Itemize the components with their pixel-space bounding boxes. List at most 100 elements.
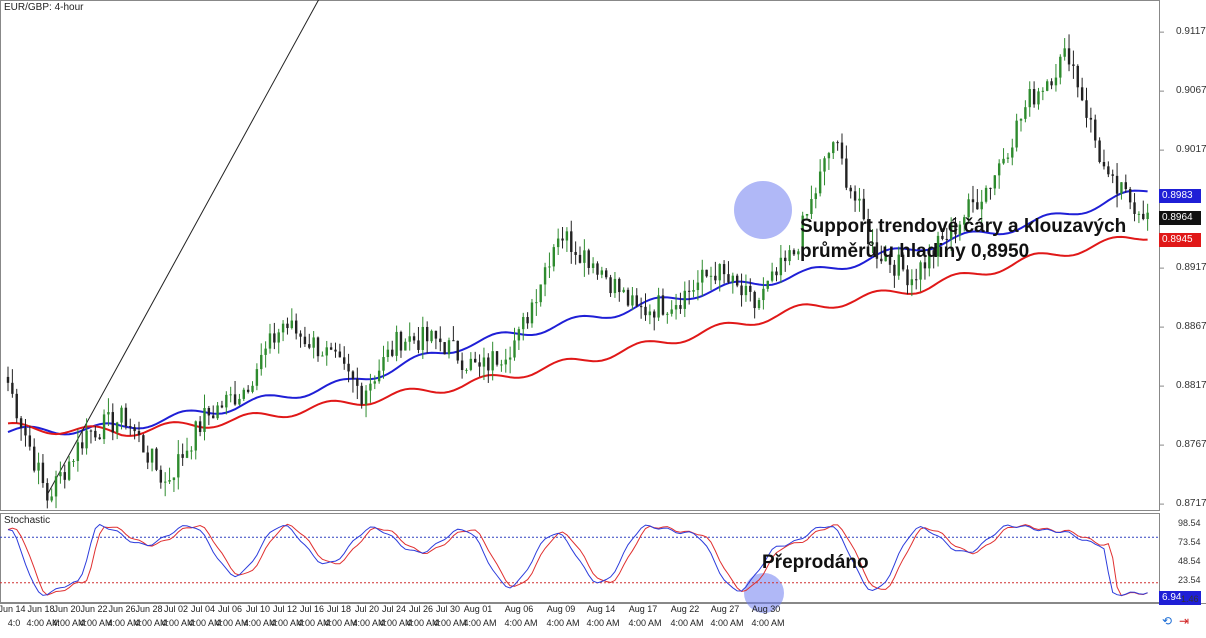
candle-body <box>421 326 425 350</box>
candle-body <box>369 383 372 391</box>
candle-body <box>618 278 621 293</box>
candle-body <box>343 357 346 364</box>
candle-body <box>753 291 756 309</box>
x-time-label: 4:00 AM <box>379 618 413 628</box>
candle-body <box>395 331 398 356</box>
x-time-label: 4:00 AM <box>215 618 249 628</box>
candle-body <box>98 437 101 440</box>
candle-body <box>347 363 350 372</box>
candle-body <box>906 269 909 286</box>
ma-fast-badge: 0.8983 <box>1159 189 1201 203</box>
candle-body <box>574 251 577 255</box>
x-date-label: Jul 12 <box>272 604 298 614</box>
candle-body <box>893 264 896 276</box>
candle-body <box>482 357 486 367</box>
candle-body <box>910 279 914 286</box>
candle-body <box>500 364 503 366</box>
x-time-label: 4:00 AM <box>628 618 662 628</box>
sync-icon[interactable]: ⟲ <box>1162 614 1173 628</box>
candle-body <box>932 250 935 257</box>
candle-body <box>159 469 163 483</box>
candle-body <box>229 394 232 396</box>
candle-body <box>447 340 451 355</box>
x-time-label: 4:00 AM <box>107 618 141 628</box>
candle-body <box>6 376 10 383</box>
candle-body <box>583 250 586 263</box>
candle-body <box>1133 202 1136 214</box>
candle-body <box>1072 64 1075 66</box>
candle-body <box>67 461 71 480</box>
candle-body <box>600 270 604 275</box>
candle-body <box>661 295 665 315</box>
candle-body <box>884 255 887 262</box>
candle-body <box>299 333 302 337</box>
candle-body <box>32 446 36 471</box>
x-date-label: Jul 04 <box>190 604 216 614</box>
x-time-label: 4:00 AM <box>433 618 467 628</box>
candle-body <box>163 481 167 483</box>
candle-body <box>578 254 582 263</box>
candle-body <box>233 394 237 405</box>
candle-body <box>1054 77 1058 86</box>
candle-body <box>644 306 647 316</box>
support-annotation-line2: průměrů u hladiny 0,8950 <box>800 241 1030 262</box>
candle-body <box>351 371 355 379</box>
candle-body <box>526 317 529 324</box>
candle-body <box>958 224 962 235</box>
candle-body <box>657 295 660 318</box>
candle-body <box>465 369 468 371</box>
candle-body <box>408 336 411 342</box>
candle-body <box>1111 174 1114 176</box>
candle-body <box>155 448 158 470</box>
candle-body <box>508 357 512 360</box>
ma-slow-badge: 0.8945 <box>1159 233 1201 247</box>
candle-body <box>997 163 1001 176</box>
candle-body <box>631 295 634 306</box>
candle-body <box>1098 140 1101 162</box>
candle-body <box>46 483 49 501</box>
candle-body <box>1037 91 1040 105</box>
x-time-label: 4:00 AM <box>352 618 386 628</box>
candle-body <box>212 415 215 419</box>
candle-body <box>290 320 294 329</box>
candle-body <box>775 271 778 276</box>
candle-body <box>718 264 721 281</box>
go-to-end-icon[interactable]: ⇥ <box>1179 614 1190 628</box>
candle-body <box>639 306 643 308</box>
candle-body <box>714 275 717 281</box>
candle-body <box>805 213 809 216</box>
candle-body <box>172 477 176 481</box>
candle-body <box>561 238 564 241</box>
candle-body <box>818 171 822 194</box>
candle-body <box>425 326 429 342</box>
candle-body <box>1094 119 1097 141</box>
candle-body <box>94 430 97 438</box>
y-tick-label: 0.9067 <box>1176 85 1206 97</box>
y-tick-label: 0.8767 <box>1176 439 1206 451</box>
candle-body <box>325 347 328 356</box>
candle-body <box>89 430 93 432</box>
candle-body <box>360 385 363 405</box>
y-tick-label: 0.9017 <box>1176 144 1206 156</box>
candle-body <box>888 255 892 265</box>
candle-body <box>945 238 948 240</box>
candle-body <box>216 405 219 419</box>
candle-body <box>901 254 905 270</box>
x-time-label: 4:00 AM <box>161 618 195 628</box>
candle-body <box>963 217 966 225</box>
candle-body <box>194 421 197 451</box>
symbol-label: EUR/GBP: 4-hour <box>2 2 86 14</box>
candle-body <box>862 198 866 220</box>
stoch-k-line <box>7 523 1148 597</box>
candle-body <box>242 389 245 399</box>
candle-body <box>54 476 58 497</box>
candle-body <box>478 362 481 367</box>
candle-body <box>897 254 900 276</box>
candle-body <box>701 269 704 283</box>
candle-body <box>1041 90 1045 92</box>
x-time-label: 4:00 AM <box>546 618 580 628</box>
x-date-label: Aug 09 <box>546 604 576 614</box>
candle-body <box>530 302 534 324</box>
candle-body <box>522 317 525 330</box>
